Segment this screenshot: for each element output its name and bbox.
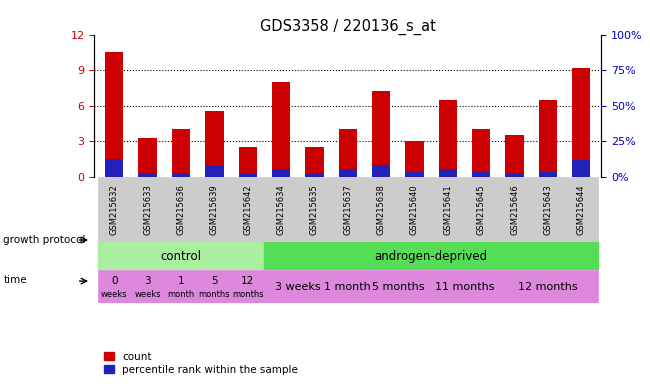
Bar: [565, 177, 598, 243]
Text: GSM215641: GSM215641: [443, 184, 452, 235]
Bar: [205, 111, 224, 177]
Bar: [105, 159, 124, 177]
Bar: [439, 169, 457, 177]
Text: 5 months: 5 months: [372, 282, 424, 292]
Bar: [298, 177, 331, 243]
Text: GSM215633: GSM215633: [143, 184, 152, 235]
Bar: [331, 177, 365, 243]
Bar: [239, 147, 257, 177]
Text: GSM215634: GSM215634: [276, 184, 285, 235]
Bar: [465, 177, 498, 243]
Bar: [472, 172, 490, 177]
Bar: [372, 91, 390, 177]
Bar: [431, 270, 498, 303]
Bar: [265, 270, 331, 303]
Bar: [198, 177, 231, 243]
Text: 3 weeks: 3 weeks: [275, 282, 320, 292]
Bar: [98, 177, 131, 243]
Bar: [98, 270, 131, 303]
Text: GSM215642: GSM215642: [243, 184, 252, 235]
Text: GSM215645: GSM215645: [476, 184, 486, 235]
Text: month: month: [167, 290, 194, 299]
Text: GSM215636: GSM215636: [176, 184, 185, 235]
Bar: [331, 270, 365, 303]
Bar: [431, 177, 465, 243]
Bar: [406, 172, 424, 177]
Title: GDS3358 / 220136_s_at: GDS3358 / 220136_s_at: [260, 18, 436, 35]
Bar: [505, 135, 524, 177]
Bar: [265, 177, 298, 243]
Bar: [198, 270, 231, 303]
Text: GSM215640: GSM215640: [410, 184, 419, 235]
Bar: [306, 173, 324, 177]
Bar: [172, 129, 190, 177]
Bar: [572, 68, 590, 177]
Text: 1 month: 1 month: [324, 282, 371, 292]
Text: weeks: weeks: [135, 290, 161, 299]
Text: months: months: [232, 290, 263, 299]
Bar: [498, 270, 598, 303]
Bar: [172, 173, 190, 177]
Text: 5: 5: [211, 276, 218, 286]
Text: months: months: [198, 290, 230, 299]
Bar: [138, 173, 157, 177]
Bar: [272, 169, 290, 177]
Text: GSM215646: GSM215646: [510, 184, 519, 235]
Bar: [398, 177, 431, 243]
Text: GSM215643: GSM215643: [543, 184, 552, 235]
Legend: count, percentile rank within the sample: count, percentile rank within the sample: [99, 348, 302, 379]
Bar: [498, 177, 531, 243]
Bar: [505, 173, 524, 177]
Bar: [231, 270, 265, 303]
Text: androgen-deprived: androgen-deprived: [374, 250, 488, 263]
Text: 11 months: 11 months: [435, 282, 494, 292]
Bar: [105, 52, 124, 177]
Text: 3: 3: [144, 276, 151, 286]
Text: 1: 1: [177, 276, 185, 286]
Bar: [365, 270, 431, 303]
Bar: [306, 147, 324, 177]
Bar: [372, 165, 390, 177]
Bar: [231, 177, 265, 243]
Text: time: time: [3, 275, 27, 285]
Bar: [272, 82, 290, 177]
Text: GSM215632: GSM215632: [110, 184, 119, 235]
Text: 12: 12: [241, 276, 254, 286]
Bar: [265, 243, 598, 270]
Bar: [164, 270, 198, 303]
Bar: [339, 169, 357, 177]
Bar: [365, 177, 398, 243]
Bar: [339, 129, 357, 177]
Text: 12 months: 12 months: [518, 282, 578, 292]
Bar: [472, 129, 490, 177]
Bar: [131, 270, 164, 303]
Bar: [406, 141, 424, 177]
Text: GSM215637: GSM215637: [343, 184, 352, 235]
Text: control: control: [161, 250, 202, 263]
Text: 0: 0: [111, 276, 118, 286]
Bar: [131, 177, 164, 243]
Bar: [539, 99, 557, 177]
Bar: [205, 165, 224, 177]
Bar: [572, 160, 590, 177]
Text: GSM215639: GSM215639: [210, 184, 219, 235]
Text: growth protocol: growth protocol: [3, 235, 86, 245]
Bar: [239, 173, 257, 177]
Bar: [531, 177, 565, 243]
Bar: [138, 137, 157, 177]
Bar: [539, 172, 557, 177]
Text: weeks: weeks: [101, 290, 127, 299]
Text: GSM215638: GSM215638: [376, 184, 385, 235]
Bar: [439, 99, 457, 177]
Text: GSM215635: GSM215635: [310, 184, 319, 235]
Bar: [164, 177, 198, 243]
Bar: [98, 243, 265, 270]
Text: GSM215644: GSM215644: [577, 184, 586, 235]
